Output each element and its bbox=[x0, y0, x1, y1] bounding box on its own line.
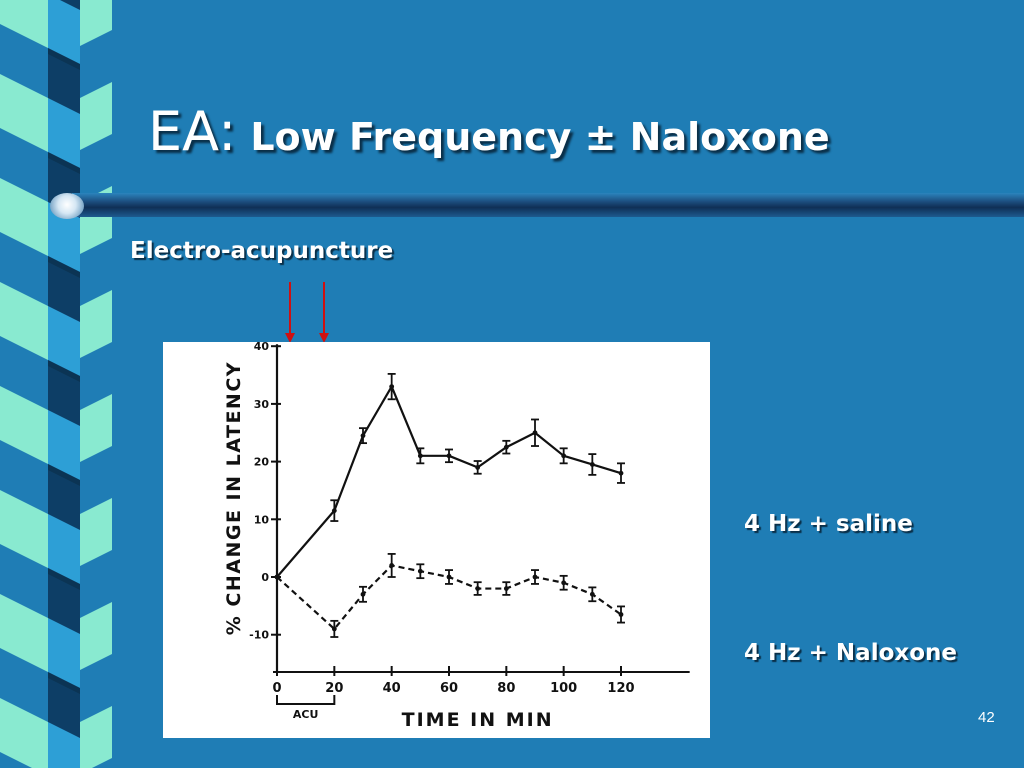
title-divider bbox=[72, 193, 1024, 217]
ribbon-band bbox=[80, 602, 112, 670]
ribbon-shadow bbox=[48, 360, 80, 382]
x-axis-label: TIME IN MIN bbox=[402, 709, 554, 731]
ribbon-wrap bbox=[48, 306, 80, 376]
ribbon-band bbox=[0, 594, 48, 672]
data-point bbox=[589, 462, 595, 467]
ribbon-band bbox=[0, 386, 48, 464]
ribbon-shadow bbox=[48, 672, 80, 694]
data-point bbox=[589, 591, 595, 597]
ribbon-shadow bbox=[48, 568, 80, 590]
legend-naloxone: 4 Hz + Naloxone bbox=[744, 640, 957, 666]
y-tick-label: 40 bbox=[254, 342, 270, 353]
data-point bbox=[360, 433, 366, 439]
y-tick-label: 10 bbox=[254, 513, 270, 526]
ribbon-shadow bbox=[48, 152, 80, 174]
x-tick-label: 60 bbox=[440, 681, 458, 696]
data-point bbox=[446, 574, 452, 580]
ribbon-wrap bbox=[48, 618, 80, 688]
series-line bbox=[276, 564, 622, 631]
data-point bbox=[503, 444, 509, 450]
y-tick-label: 30 bbox=[254, 398, 270, 411]
y-tick-label: 0 bbox=[261, 571, 269, 584]
data-point bbox=[618, 470, 624, 476]
divider-knob bbox=[50, 193, 84, 219]
ribbon-band bbox=[0, 0, 48, 48]
data-point bbox=[417, 568, 423, 574]
ribbon-band bbox=[0, 282, 48, 360]
ribbon-shadow bbox=[48, 464, 80, 486]
decorative-ribbon bbox=[0, 0, 112, 768]
x-tick-label: 20 bbox=[325, 681, 343, 696]
data-point bbox=[618, 612, 624, 617]
ribbon-wrap bbox=[48, 98, 80, 168]
x-tick-label: 0 bbox=[272, 681, 281, 696]
data-point bbox=[561, 453, 567, 459]
x-tick-label: 100 bbox=[550, 681, 577, 696]
page-number: 42 bbox=[978, 709, 995, 726]
data-point bbox=[475, 586, 481, 591]
data-point bbox=[417, 453, 423, 459]
ribbon-wrap bbox=[48, 514, 80, 584]
slide-title-main: EA: bbox=[148, 100, 237, 163]
series-line bbox=[276, 385, 622, 578]
data-point bbox=[503, 586, 509, 591]
x-tick-label: 120 bbox=[607, 681, 634, 696]
ribbon-band bbox=[80, 0, 112, 46]
x-tick-label: 80 bbox=[497, 681, 515, 696]
data-point bbox=[360, 591, 366, 597]
ribbon-wrap bbox=[48, 202, 80, 272]
series-saline bbox=[274, 372, 625, 580]
ribbon-band bbox=[0, 490, 48, 568]
ribbon-band bbox=[0, 178, 48, 256]
ribbon-wrap bbox=[48, 722, 80, 768]
data-point bbox=[274, 574, 280, 580]
acu-label: ACU bbox=[293, 708, 319, 721]
ribbon-shadow bbox=[48, 48, 80, 70]
ribbon-wrap bbox=[48, 0, 80, 64]
y-axis-label: % CHANGE IN LATENCY bbox=[223, 361, 245, 635]
chart-panel: -10 0 10 20 30 40 0 20 40 60 80 100 120 % CHANGE IN L… bbox=[163, 342, 710, 738]
series-naloxone bbox=[274, 553, 625, 638]
stimulation-arrow-1 bbox=[285, 282, 295, 343]
x-tick-label: 40 bbox=[383, 681, 401, 696]
data-point bbox=[389, 384, 395, 389]
ribbon-wrap bbox=[48, 410, 80, 480]
ribbon-band bbox=[0, 698, 48, 768]
ribbon-band bbox=[0, 74, 48, 152]
stimulation-arrows bbox=[285, 282, 329, 343]
ribbon-band bbox=[80, 82, 112, 150]
data-point bbox=[561, 580, 567, 586]
acu-bracket bbox=[276, 695, 336, 706]
ribbon-band bbox=[80, 394, 112, 462]
legend-saline: 4 Hz + saline bbox=[744, 511, 913, 537]
data-point bbox=[389, 563, 395, 568]
data-point bbox=[331, 508, 337, 514]
ribbon-shadow bbox=[48, 256, 80, 278]
slide-title: EA: Low Frequency ± Naloxone bbox=[148, 100, 830, 163]
ribbon-band bbox=[80, 290, 112, 358]
stimulation-arrow-2 bbox=[319, 282, 329, 343]
ribbon-band bbox=[80, 498, 112, 566]
y-tick-label: -10 bbox=[249, 629, 269, 642]
data-point bbox=[475, 464, 481, 470]
slide-title-sub: Low Frequency ± Naloxone bbox=[250, 115, 830, 159]
data-point bbox=[331, 626, 337, 632]
data-point bbox=[532, 574, 538, 580]
y-tick-label: 20 bbox=[254, 456, 270, 469]
data-point bbox=[532, 430, 538, 436]
ribbon-band bbox=[80, 706, 112, 768]
data-point bbox=[446, 453, 452, 459]
electro-acupuncture-label: Electro-acupuncture bbox=[130, 238, 394, 264]
latency-chart: -10 0 10 20 30 40 0 20 40 60 80 100 120 % CHANGE IN L… bbox=[223, 342, 690, 731]
